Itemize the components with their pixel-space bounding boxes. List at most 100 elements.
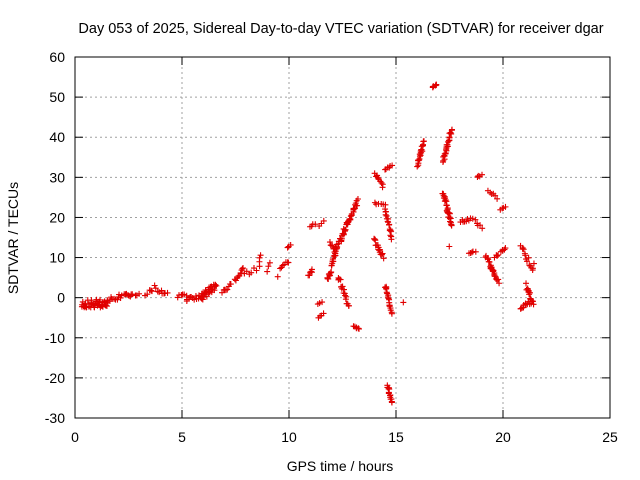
data-point — [274, 273, 281, 280]
data-point — [384, 294, 391, 301]
data-point — [520, 246, 527, 253]
data-point — [479, 225, 486, 232]
data-point — [111, 295, 118, 302]
data-point — [523, 280, 530, 287]
data-point — [312, 221, 319, 228]
data-point — [444, 141, 451, 148]
data-point — [472, 248, 479, 255]
data-point — [328, 269, 335, 276]
data-point — [342, 226, 349, 233]
data-point — [337, 276, 344, 283]
data-point — [152, 285, 159, 292]
data-point — [447, 219, 454, 226]
data-point — [91, 304, 98, 311]
x-tick-label: 25 — [602, 429, 618, 445]
data-point — [383, 212, 390, 219]
data-point — [199, 296, 206, 303]
data-point — [449, 126, 456, 133]
data-point — [492, 273, 499, 280]
x-axis-label: GPS time / hours — [287, 458, 394, 474]
data-point — [308, 266, 315, 273]
data-point — [239, 265, 246, 272]
data-point — [492, 192, 499, 199]
data-point — [332, 252, 339, 259]
data-point — [388, 309, 395, 316]
data-point — [198, 295, 205, 302]
data-point — [253, 267, 260, 274]
data-point — [354, 195, 361, 202]
data-points — [78, 81, 537, 406]
data-point — [441, 150, 448, 157]
y-tick-label: 30 — [49, 169, 65, 185]
data-point — [388, 236, 395, 243]
data-point — [487, 189, 494, 196]
data-point — [136, 290, 143, 297]
data-point — [339, 283, 346, 290]
data-point — [502, 245, 509, 252]
data-point — [383, 285, 390, 292]
data-point — [525, 254, 532, 261]
data-point — [379, 251, 386, 258]
data-point — [530, 301, 537, 308]
data-point — [477, 222, 484, 229]
data-point — [306, 272, 313, 279]
data-point — [330, 258, 337, 265]
data-point — [468, 249, 475, 256]
data-point — [328, 262, 335, 269]
data-point — [347, 215, 354, 222]
y-tick-label: -10 — [45, 330, 65, 346]
data-point — [212, 281, 219, 288]
data-point — [265, 263, 272, 270]
data-point — [327, 272, 334, 279]
y-axis-label: SDTVAR / TECUs — [5, 182, 21, 294]
data-point — [383, 289, 390, 296]
data-point — [495, 252, 502, 259]
data-point — [384, 218, 391, 225]
data-point — [355, 325, 362, 332]
x-tick-label: 10 — [281, 429, 297, 445]
data-point — [446, 243, 453, 250]
data-point — [495, 276, 502, 283]
data-point — [129, 291, 136, 298]
data-point — [355, 325, 362, 332]
data-point — [257, 252, 264, 259]
data-point — [114, 296, 121, 303]
x-tick-label: 20 — [495, 429, 511, 445]
data-point — [416, 157, 423, 164]
data-point — [345, 302, 352, 309]
data-point — [386, 302, 393, 309]
data-point — [469, 215, 476, 222]
data-point — [340, 231, 347, 238]
plot-frame — [74, 56, 611, 419]
data-point — [151, 282, 158, 289]
data-point — [248, 269, 255, 276]
data-point — [372, 237, 379, 244]
data-point — [227, 281, 234, 288]
data-point — [376, 246, 383, 253]
data-point — [530, 260, 537, 267]
data-point — [284, 244, 291, 251]
data-point — [523, 258, 530, 265]
data-point — [285, 259, 292, 266]
data-point — [389, 162, 396, 169]
data-point — [164, 289, 171, 296]
x-tick-label: 15 — [388, 429, 404, 445]
data-point — [102, 302, 109, 309]
data-point — [104, 297, 111, 304]
data-point — [325, 275, 332, 282]
data-point — [448, 222, 455, 229]
data-point — [522, 252, 529, 259]
data-point — [148, 287, 155, 294]
data-point — [386, 221, 393, 228]
data-point — [529, 265, 536, 272]
y-tick-label: 50 — [49, 89, 65, 105]
data-point — [517, 305, 524, 312]
data-point — [494, 253, 501, 260]
data-point — [320, 217, 327, 224]
data-point — [380, 255, 387, 262]
data-point — [266, 259, 273, 266]
data-point — [379, 184, 386, 191]
data-point — [116, 291, 123, 298]
data-point — [148, 288, 155, 295]
